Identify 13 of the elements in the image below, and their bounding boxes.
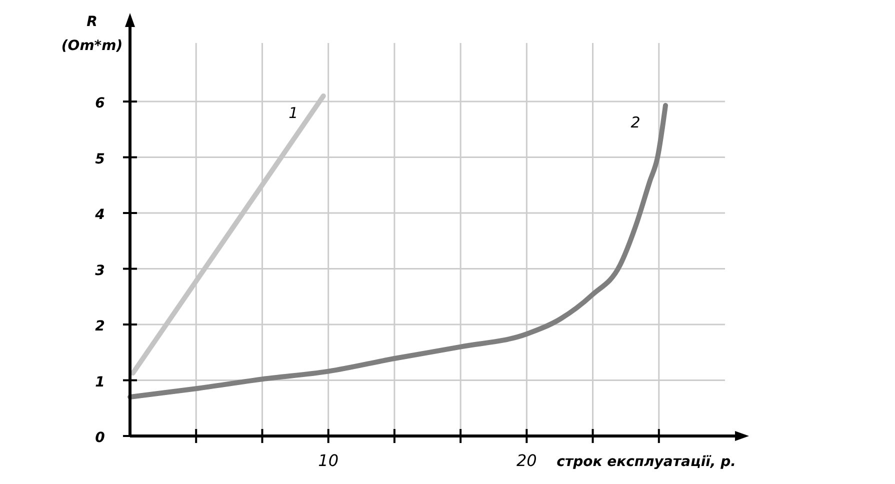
y-axis-title: R (Om*m) <box>61 14 123 54</box>
series-label: 1 <box>288 104 298 122</box>
x-tick-label: 10 <box>318 451 339 470</box>
y-tick-label: 4 <box>94 207 105 224</box>
series-label: 2 <box>630 113 640 132</box>
y-tick-label: 3 <box>95 262 105 279</box>
x-tick-label: 20 <box>516 451 537 470</box>
y-tick-label: 0 <box>95 430 106 446</box>
y-tick-label: 1 <box>95 374 105 390</box>
y-tick-label: 2 <box>95 318 105 335</box>
y-tick-label: 5 <box>95 151 106 168</box>
x-axis-title: строк експлуатації, р. <box>556 454 736 470</box>
y-tick-label: 6 <box>95 96 106 112</box>
